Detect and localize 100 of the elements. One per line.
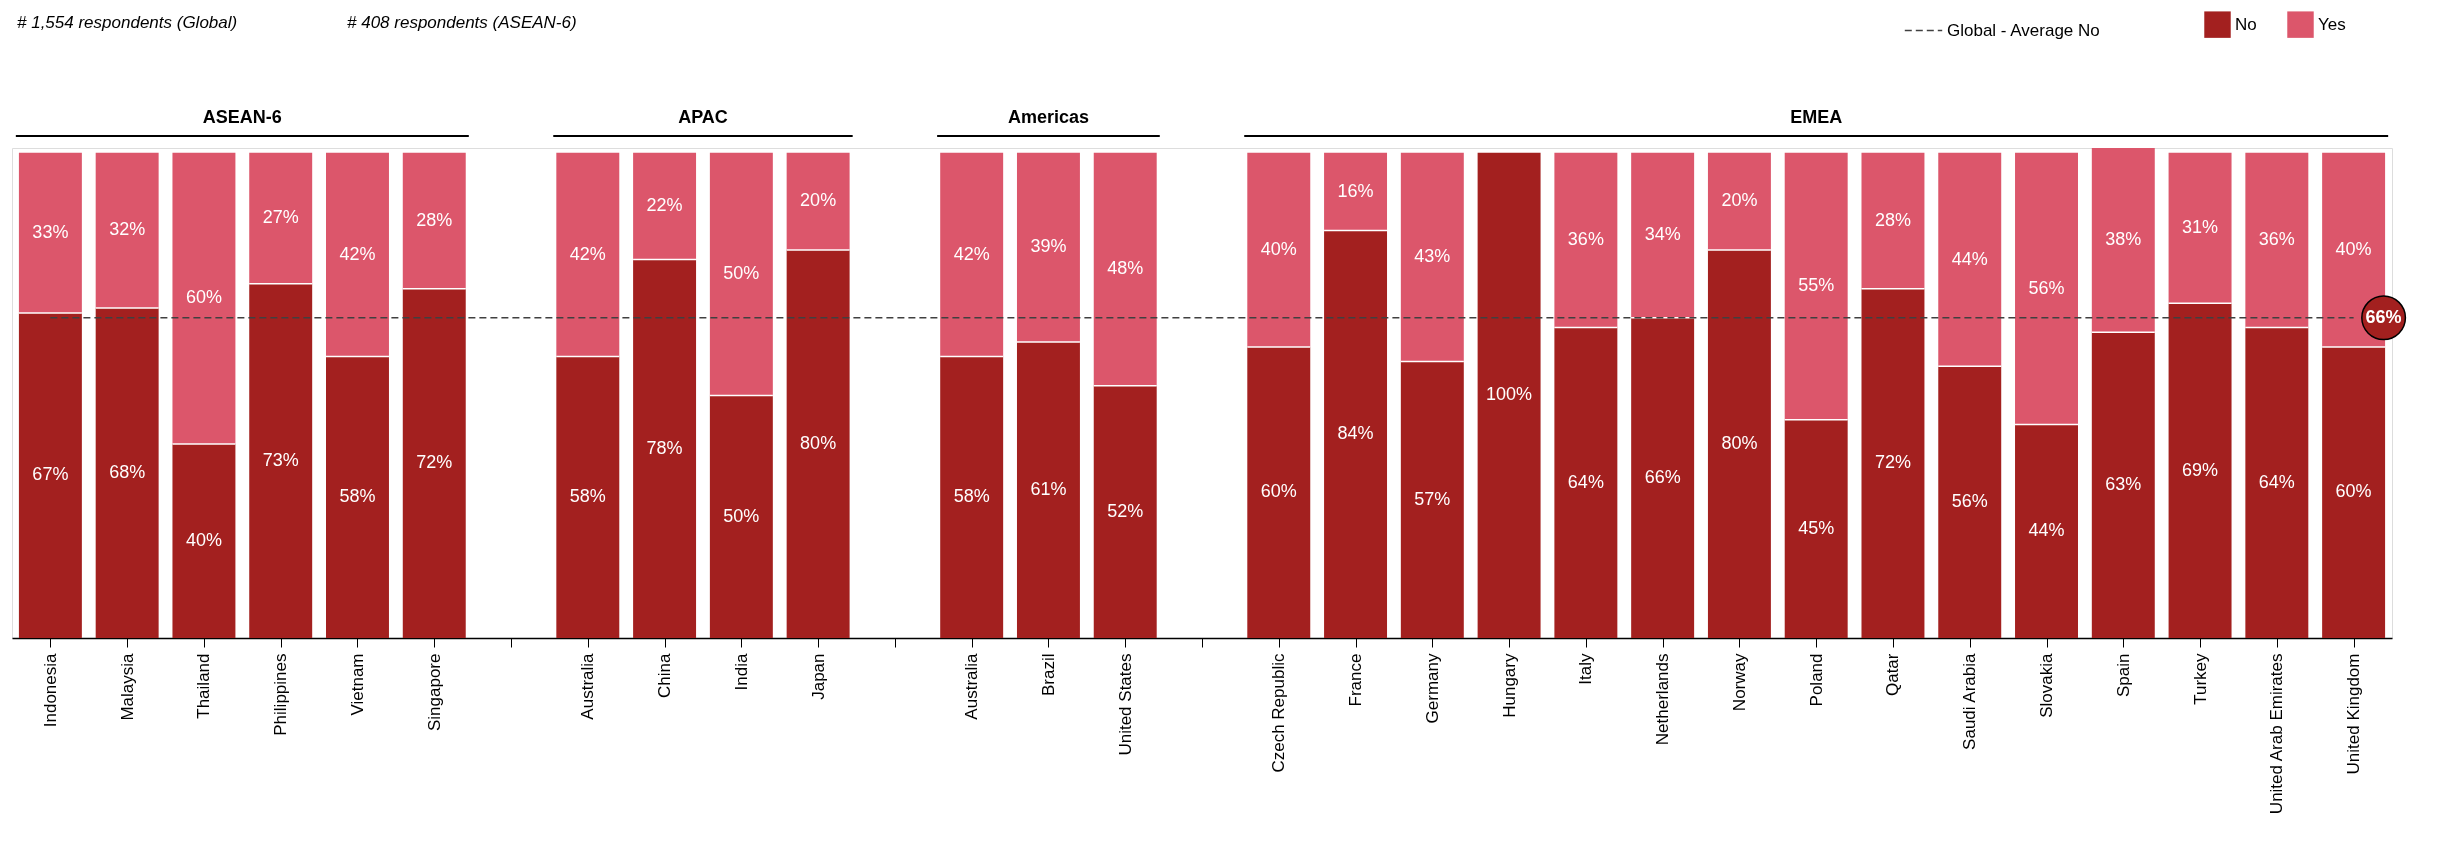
bar [556, 356, 620, 638]
x-tick-label: Philippines [271, 653, 291, 736]
annotation: ASEAN-6 [202, 107, 282, 127]
bar [2091, 148, 2155, 333]
bar [1861, 288, 1925, 638]
data-label: 50% [723, 263, 760, 284]
x-tick-label: Spain [2113, 653, 2133, 697]
data-label: 38% [2105, 229, 2142, 250]
bar [1477, 152, 1541, 638]
legend-label: No [2235, 14, 2257, 34]
data-label: 33% [32, 221, 69, 242]
x-tick-label: Qatar [1883, 653, 1903, 697]
data-label: 73% [262, 449, 299, 470]
data-label: 60% [2335, 481, 2372, 502]
bar [1861, 152, 1925, 289]
bar [326, 152, 389, 357]
x-tick-label: Singapore [424, 653, 444, 732]
data-label: 48% [1107, 258, 1144, 279]
x-tick-label: France [1346, 653, 1366, 707]
data-label: 43% [1414, 246, 1451, 267]
bar [249, 283, 313, 638]
data-label: 28% [1874, 209, 1911, 230]
data-label: 55% [1798, 275, 1835, 296]
x-tick-label: Czech Republic [1269, 653, 1289, 773]
bar [940, 152, 1004, 357]
bar [1093, 152, 1157, 386]
data-label: 27% [262, 207, 299, 228]
x-tick-label: Vietnam [347, 653, 367, 716]
data-label: 60% [1260, 481, 1297, 502]
data-label: 31% [2182, 217, 2219, 238]
data-label: 40% [1260, 238, 1297, 259]
bar [1324, 152, 1388, 231]
data-label: 66% [1644, 466, 1681, 487]
bar [1707, 152, 1771, 250]
bar [633, 259, 697, 638]
data-label: 42% [569, 243, 606, 264]
bar [1554, 152, 1618, 328]
bar [1093, 385, 1157, 638]
bar [2322, 346, 2386, 638]
x-tick-label: Malaysia [117, 652, 137, 721]
bar [1554, 327, 1618, 638]
data-label: 52% [1107, 500, 1144, 521]
data-label: 40% [185, 529, 222, 550]
bar [2245, 152, 2309, 328]
data-label: 61% [1030, 479, 1067, 500]
bar [1400, 361, 1464, 638]
data-label: 45% [1798, 517, 1835, 538]
bar [1016, 342, 1080, 638]
data-label: 42% [339, 243, 376, 264]
data-label: 67% [32, 464, 69, 485]
bar [1707, 249, 1771, 638]
data-label: 78% [646, 437, 683, 458]
bar [1247, 346, 1311, 638]
bar [1016, 152, 1080, 343]
data-label: 57% [1414, 488, 1451, 509]
data-label: 42% [953, 243, 990, 264]
bar [402, 152, 466, 289]
legend-label: Global - Average No [1947, 20, 2100, 40]
data-label: 60% [185, 287, 222, 308]
data-label: 84% [1337, 423, 1374, 444]
bar [1324, 230, 1388, 638]
x-tick-label: Indonesia [40, 652, 60, 728]
data-label: 63% [2105, 474, 2142, 495]
x-tick-label: United Kingdom [2344, 653, 2364, 775]
annotation: EMEA [1790, 107, 1843, 127]
x-tick-label: Italy [1576, 653, 1596, 685]
bar [786, 152, 850, 250]
x-tick-label: Japan [808, 653, 828, 700]
data-label: 64% [1567, 471, 1604, 492]
x-tick-label: Saudi Arabia [1960, 652, 1980, 750]
data-label: 28% [416, 209, 453, 230]
bar [1938, 366, 2002, 638]
bar [326, 356, 389, 638]
data-label: 22% [646, 195, 683, 216]
bar [1400, 152, 1464, 362]
data-label: 20% [1721, 190, 1758, 211]
bar [172, 443, 236, 638]
data-label: 16% [1337, 180, 1374, 201]
x-tick-label: Australia [578, 652, 598, 720]
bar [1631, 152, 1695, 318]
bar [1784, 152, 1848, 420]
bar [709, 395, 773, 638]
bar [402, 288, 466, 638]
x-tick-label: Poland [1806, 653, 1826, 707]
bar [2015, 424, 2078, 638]
bar [1247, 152, 1311, 347]
data-label: 50% [723, 505, 760, 526]
x-tick-label: Australia [962, 652, 982, 720]
data-label: 36% [2258, 229, 2295, 250]
data-label: 68% [109, 462, 146, 483]
bar [18, 152, 82, 313]
bar [2168, 303, 2232, 638]
bar [1938, 152, 2002, 367]
data-label: 66% [2365, 306, 2402, 327]
legend-label: Yes [2318, 14, 2346, 34]
annotation: # 1,554 respondents (Global) [17, 13, 238, 32]
bar [95, 152, 159, 309]
bar [940, 356, 1004, 638]
bar [1784, 419, 1848, 638]
x-tick-label: Norway [1729, 653, 1749, 712]
